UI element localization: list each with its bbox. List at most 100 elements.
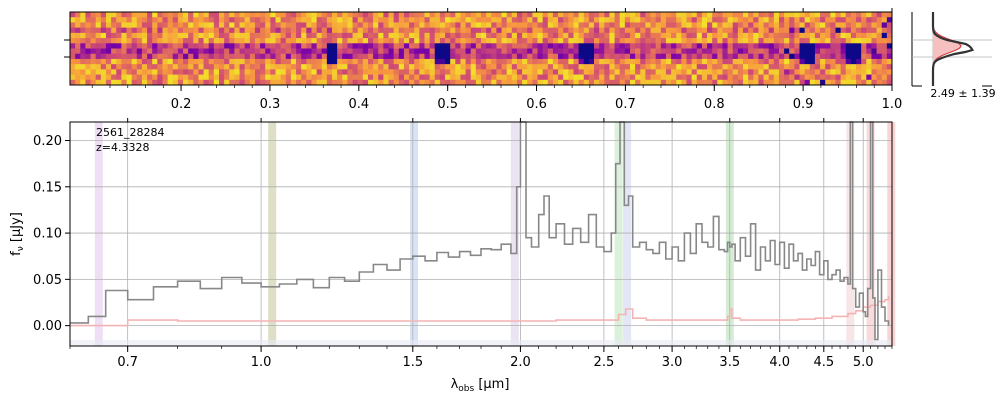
heatmap-cell	[352, 27, 359, 34]
heatmap-cell	[270, 48, 276, 55]
heatmap-cell	[619, 74, 626, 81]
heatmap-cell	[768, 79, 775, 86]
heatmap-cell	[486, 38, 492, 44]
heatmap-cell	[845, 64, 852, 70]
heatmap-cell	[244, 38, 251, 44]
heatmap-cell	[239, 48, 246, 55]
heatmap-cell	[224, 22, 230, 29]
heatmap-cell	[316, 38, 323, 44]
heatmap-x-tick-label: 0.6	[526, 97, 547, 112]
heatmap-cell	[552, 64, 559, 70]
heatmap-cell	[460, 22, 466, 29]
heatmap-cell	[866, 74, 872, 81]
heatmap-cell	[213, 27, 220, 34]
heatmap-cell	[285, 79, 292, 86]
heatmap-cell	[116, 53, 122, 60]
heatmap-cell	[429, 32, 436, 39]
heatmap-cell	[285, 43, 292, 49]
heatmap-cell	[403, 38, 410, 44]
heatmap-cell	[876, 32, 883, 39]
heatmap-cell	[475, 53, 482, 60]
heatmap-cell	[784, 58, 790, 65]
heatmap-cell	[414, 74, 420, 81]
heatmap-cell	[522, 74, 528, 81]
heatmap-cell	[229, 69, 235, 75]
heatmap-cell	[753, 48, 759, 55]
heatmap-cell	[481, 74, 487, 81]
heatmap-cell	[254, 53, 261, 60]
heatmap-cell	[552, 12, 559, 18]
spectrum-2d-heatmap	[70, 12, 893, 86]
heatmap-cell	[814, 58, 821, 65]
heatmap-cell	[337, 32, 343, 39]
heatmap-cell	[111, 69, 117, 75]
spectrum-2d-x-ticks: 0.2 0.3 0.4 0.5 0.6 0.7 0.8 0.9 1.0	[64, 8, 902, 112]
heatmap-cell	[830, 48, 836, 55]
heatmap-cell	[244, 32, 251, 39]
heatmap-cell	[614, 32, 621, 39]
redshift-label: z=4.3328	[96, 141, 149, 154]
heatmap-cell	[691, 64, 698, 70]
heatmap-cell	[532, 48, 538, 55]
heatmap-cell	[373, 69, 379, 75]
heatmap-cell	[460, 58, 466, 65]
heatmap-cell	[388, 17, 395, 23]
heatmap-cell	[162, 69, 169, 75]
heatmap-cell	[229, 22, 235, 29]
heatmap-cell	[588, 17, 595, 23]
heatmap-cell	[249, 58, 256, 65]
heatmap-cell	[265, 32, 271, 39]
heatmap-cell	[270, 27, 276, 34]
heatmap-cell	[342, 32, 348, 39]
heatmap-cell	[367, 58, 374, 65]
heatmap-cell	[886, 12, 893, 18]
heatmap-cell	[727, 48, 734, 55]
heatmap-cell	[707, 53, 713, 60]
heatmap-cell	[388, 22, 395, 29]
heatmap-cell	[306, 43, 312, 49]
heatmap-cell	[614, 79, 621, 86]
heatmap-cell	[80, 38, 86, 44]
heatmap-cell	[306, 48, 312, 55]
heatmap-cell	[373, 12, 379, 18]
heatmap-cell	[414, 22, 420, 29]
heatmap-cell	[619, 22, 626, 29]
heatmap-cell	[686, 17, 693, 23]
heatmap-cell	[784, 74, 790, 81]
heatmap-cell	[347, 17, 353, 23]
heatmap-cell	[203, 53, 210, 60]
heatmap-cell	[85, 22, 91, 29]
heatmap-cell	[470, 64, 477, 70]
heatmap-cell	[244, 74, 251, 81]
heatmap-cell	[136, 74, 143, 81]
heatmap-cell	[660, 48, 667, 55]
heatmap-cell	[332, 17, 338, 23]
heatmap-cell	[542, 64, 549, 70]
heatmap-cell	[558, 12, 564, 18]
heatmap-cell	[789, 22, 795, 29]
heatmap-cell	[367, 38, 374, 44]
heatmap-cell	[835, 17, 842, 23]
heatmap-cell	[475, 79, 482, 86]
heatmap-cell	[70, 53, 76, 60]
heatmap-cell	[254, 27, 261, 34]
heatmap-cell	[152, 74, 158, 81]
heatmap-cell	[378, 53, 384, 60]
heatmap-cell	[707, 12, 713, 18]
heatmap-cell	[157, 58, 163, 65]
heatmap-cell	[856, 22, 862, 29]
heatmap-cell	[717, 58, 723, 65]
heatmap-cell	[743, 64, 749, 70]
heatmap-cell	[455, 27, 461, 34]
heatmap-cell	[856, 17, 862, 23]
heatmap-cell	[886, 53, 893, 60]
heatmap-cell	[676, 53, 682, 60]
heatmap-cell	[203, 27, 210, 34]
heatmap-cell	[583, 17, 590, 23]
heatmap-cell	[645, 27, 651, 34]
heatmap-cell	[614, 12, 621, 18]
heatmap-cell	[686, 22, 693, 29]
heatmap-cell	[234, 22, 240, 29]
heatmap-cell	[537, 58, 544, 65]
heatmap-cell	[696, 38, 703, 44]
